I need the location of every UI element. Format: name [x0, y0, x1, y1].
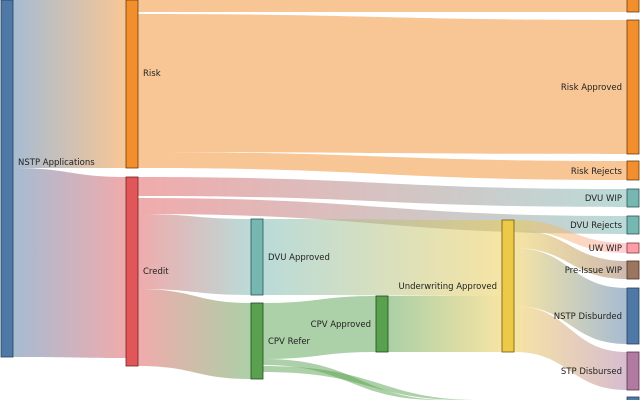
link-risk-to-risk-approved: [138, 14, 627, 154]
node-risk-top: [626, 0, 640, 13]
node-underwriting-approved: [501, 219, 515, 353]
node-nstp-applications: [0, 0, 14, 358]
node-credit: [125, 176, 139, 367]
node-dvu-wip: [626, 188, 640, 208]
node-risk-approved: [626, 19, 640, 155]
label-cpv-refer: CPV Refer: [268, 337, 311, 347]
label-nstp-disburded: NSTP Disburded: [554, 312, 622, 322]
node-nstp-disburded: [626, 287, 640, 345]
label-stp-disbursed: STP Disbursed: [561, 367, 622, 377]
sankey-links: [13, 0, 627, 400]
link-nstp-applications-to-credit: [13, 168, 126, 358]
link-credit-to-dvu-approved: [138, 214, 251, 295]
link-cpv-refer-to-cpv-approved: [263, 296, 376, 359]
node-bottom-right: [626, 396, 640, 400]
link-risk-to-top: [138, 0, 627, 12]
node-pre-issue-wip: [626, 260, 640, 280]
node-uw-wip: [626, 242, 640, 254]
label-underwriting-approved: Underwriting Approved: [399, 282, 498, 292]
label-pre-issue-wip: Pre-Issue WIP: [565, 266, 622, 276]
label-risk: Risk: [143, 69, 161, 79]
label-uw-wip: UW WIP: [589, 244, 622, 254]
node-dvu-approved: [250, 218, 264, 296]
link-underwriting-to-uw-wip: [514, 220, 627, 253]
link-dvu-approved-to-underwriting: [263, 219, 502, 296]
link-underwriting-to-nstp-disburded: [514, 248, 627, 344]
link-underwriting-to-stp-disbursed: [514, 306, 627, 390]
link-credit-to-cpv-refer: [138, 289, 251, 379]
label-cpv-approved: CPV Approved: [311, 320, 371, 330]
label-nstp-applications: NSTP Applications: [18, 158, 95, 168]
link-underwriting-to-pre-issue-wip: [514, 230, 627, 279]
node-cpv-refer: [250, 302, 264, 380]
label-credit: Credit: [143, 267, 169, 277]
link-risk-to-risk-rejects: [138, 152, 627, 180]
node-stp-disbursed: [626, 351, 640, 391]
label-dvu-rejects: DVU Rejects: [570, 221, 622, 231]
link-cpv-refer-to-bottom-b: [263, 366, 480, 400]
label-dvu-approved: DVU Approved: [268, 253, 330, 263]
label-risk-rejects: Risk Rejects: [571, 167, 623, 177]
sankey-labels: NSTP Applications Risk Credit DVU Approv…: [18, 69, 623, 377]
label-dvu-wip: DVU WIP: [585, 194, 622, 204]
link-nstp-applications-to-risk: [13, 0, 126, 168]
node-dvu-rejects: [626, 215, 640, 235]
node-risk: [125, 0, 139, 169]
label-risk-approved: Risk Approved: [561, 83, 622, 93]
node-cpv-approved: [375, 295, 389, 353]
link-credit-to-dvu-wip: [138, 177, 627, 207]
link-cpv-approved-to-underwriting: [388, 296, 502, 352]
node-risk-rejects: [626, 160, 640, 181]
